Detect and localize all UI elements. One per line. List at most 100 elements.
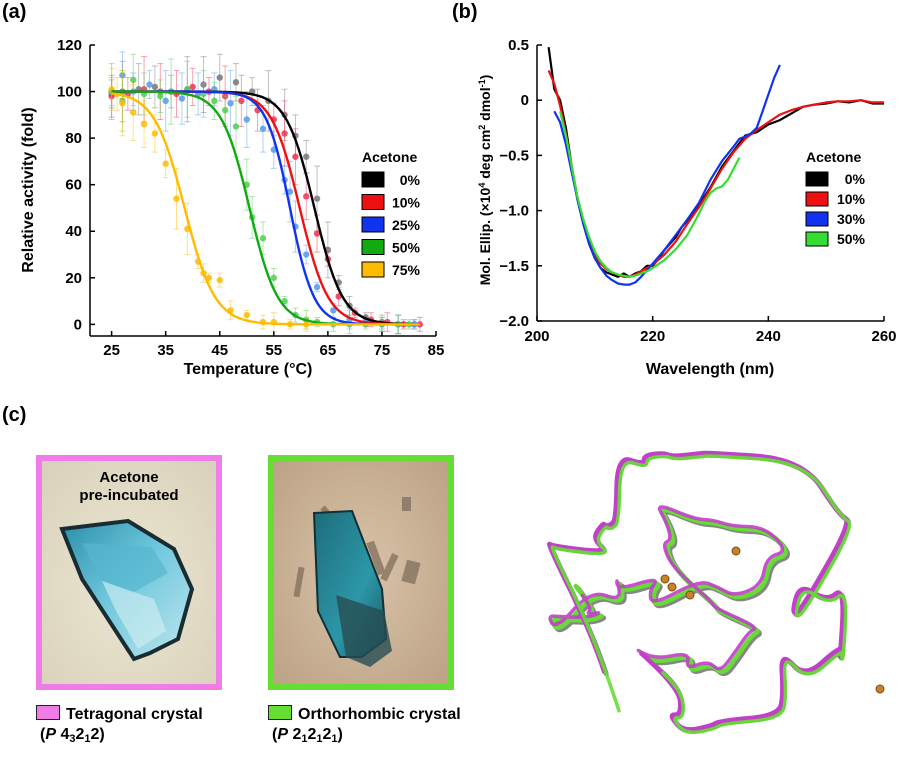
activity-point-0 [216, 74, 223, 81]
cd-legend-label-0: 0% [845, 171, 866, 187]
cd-x-tick-label: 200 [524, 328, 549, 345]
activity-y-tick-label: 40 [65, 223, 82, 240]
cd-x-tick-label: 220 [640, 328, 665, 345]
activity-point-25 [303, 251, 310, 258]
activity-point-50 [232, 123, 240, 130]
cd-y-tick-label: −0.5 [499, 147, 529, 164]
activity-legend-title: Acetone [362, 149, 417, 165]
cd-legend-label-30: 30% [837, 211, 866, 227]
activity-legend-label-0: 0% [400, 172, 421, 188]
activity-point-75 [162, 160, 169, 167]
cd-line-10 [547, 69, 884, 278]
copper-ion-sphere [660, 574, 670, 584]
activity-point-25 [259, 125, 267, 133]
tetragonal-backbone-b [548, 505, 785, 671]
panel-b-letter: (b) [452, 1, 478, 23]
cd-x-tick-label: 240 [756, 328, 781, 345]
activity-legend-swatch-25 [361, 216, 385, 233]
activity-point-10 [292, 153, 299, 160]
activity-y-tick-label: 80 [65, 130, 82, 147]
cd-legend-swatch-50 [805, 231, 829, 247]
activity-point-25 [313, 283, 321, 291]
tetragonal-swatch [36, 705, 60, 720]
activity-point-75 [243, 311, 250, 319]
activity-point-0 [313, 195, 321, 202]
activity-point-75 [140, 120, 148, 128]
cd-series-group [547, 47, 884, 286]
activity-point-75 [151, 130, 159, 137]
cd-x-tick-label: 260 [871, 328, 896, 345]
cd-line-50 [559, 110, 741, 278]
activity-legend-swatch-0 [361, 171, 385, 188]
activity-point-50 [157, 93, 164, 100]
activity-legend-label-10: 10% [392, 195, 421, 211]
activity-chart: Temperature (°C) Relative activity (fold… [20, 37, 445, 378]
activity-point-25 [162, 97, 169, 105]
activity-point-25 [227, 100, 234, 107]
activity-point-25 [330, 307, 337, 314]
activity-legend-swatch-50 [361, 239, 385, 255]
tetragonal-backbone-a [547, 450, 849, 732]
activity-point-50 [211, 97, 218, 105]
panel-a-letter: (a) [2, 1, 27, 23]
activity-point-50 [270, 274, 278, 281]
cd-spectrum-chart: Wavelength (nm) Mol. Ellip. (×104 deg cm… [477, 37, 897, 378]
activity-point-50 [221, 106, 229, 114]
activity-point-0 [232, 79, 240, 86]
activity-point-75 [119, 100, 126, 107]
activity-point-10 [281, 130, 288, 137]
activity-point-0 [151, 83, 159, 91]
activity-x-tick-label: 75 [374, 342, 391, 359]
activity-point-10 [221, 93, 229, 100]
activity-y-tick-label: 60 [65, 177, 82, 194]
activity-legend-swatch-75 [361, 261, 385, 278]
copper-ion-sphere [667, 582, 677, 592]
cd-y-tick-label: −1.0 [499, 203, 529, 220]
activity-legend-swatch-10 [361, 194, 385, 210]
activity-legend-label-25: 25% [392, 217, 421, 233]
activity-x-tick-label: 55 [265, 342, 282, 359]
cd-legend-title: Acetone [806, 149, 861, 165]
cd-y-tick-label: −2.0 [499, 313, 529, 330]
activity-x-tick-label: 25 [103, 342, 120, 359]
activity-legend-label-75: 75% [392, 262, 421, 278]
cd-chart-ylabel: Mol. Ellip. (×104 deg cm2 dmol-1) [477, 75, 493, 286]
activity-point-25 [286, 188, 294, 195]
activity-x-tick-label: 65 [320, 342, 337, 359]
activity-y-tick-label: 20 [65, 270, 82, 287]
activity-series-group [108, 51, 423, 335]
activity-point-25 [119, 72, 126, 79]
tetragonal-caption: Tetragonal crystal (P 43212) [36, 705, 203, 749]
orthorhombic-swatch [268, 705, 292, 720]
activity-point-0 [200, 81, 207, 88]
activity-x-tick-label: 85 [428, 342, 445, 359]
cd-legend-swatch-0 [805, 171, 829, 187]
cd-y-tick-label: 0.5 [508, 37, 529, 54]
tetragonal-crystal-photo: Acetone pre-incubated [36, 455, 222, 690]
activity-point-50 [259, 235, 267, 242]
orthorhombic-backbone-a [550, 507, 788, 674]
activity-chart-xlabel: Temperature (°C) [184, 361, 313, 378]
activity-point-25 [146, 81, 153, 88]
activity-y-tick-label: 120 [57, 37, 82, 54]
activity-chart-ylabel: Relative activity (fold) [20, 107, 37, 272]
activity-x-tick-label: 35 [157, 342, 174, 359]
cd-legend: 0% 10% 30% 50% [805, 171, 866, 247]
cd-legend-swatch-10 [805, 191, 829, 207]
activity-point-10 [303, 193, 310, 200]
activity-x-tick-label: 45 [211, 342, 228, 359]
activity-legend: 0% 10% 25% 50% 75% [361, 171, 421, 278]
activity-point-75 [130, 109, 137, 116]
activity-point-50 [130, 76, 137, 84]
activity-point-25 [178, 95, 186, 102]
cd-y-tick-label: 0 [521, 92, 529, 109]
activity-point-0 [303, 153, 310, 160]
cd-legend-label-50: 50% [837, 231, 866, 247]
activity-point-75 [216, 276, 223, 284]
activity-point-10 [313, 230, 321, 237]
activity-point-75 [173, 195, 180, 202]
pre-incubated-label: Acetone pre-incubated [79, 469, 179, 504]
copper-ion-sphere [875, 684, 885, 694]
cd-legend-label-10: 10% [837, 191, 866, 207]
orthorhombic-backbone-b [550, 454, 852, 735]
